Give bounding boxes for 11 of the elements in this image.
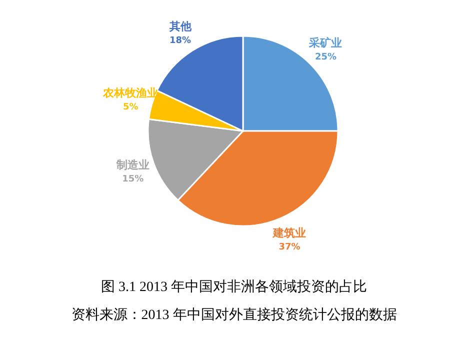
data-label: 37%	[278, 242, 300, 252]
data-label: 25%	[314, 52, 337, 62]
text: 资料来源：2013 年中国对外直接投资统计公报的数据	[70, 306, 398, 324]
data-label: 18%	[170, 36, 192, 46]
slice-label: 采矿业	[308, 36, 342, 50]
text: 图 3.1 2013 年中国对非洲各领域投资的占比	[100, 278, 368, 296]
slice-label: 其他	[168, 20, 192, 34]
slice-label: 建筑业	[272, 226, 306, 240]
data-label: 5%	[123, 102, 138, 112]
data-label: 15%	[122, 174, 144, 185]
slice-label: 制造业	[115, 158, 150, 172]
